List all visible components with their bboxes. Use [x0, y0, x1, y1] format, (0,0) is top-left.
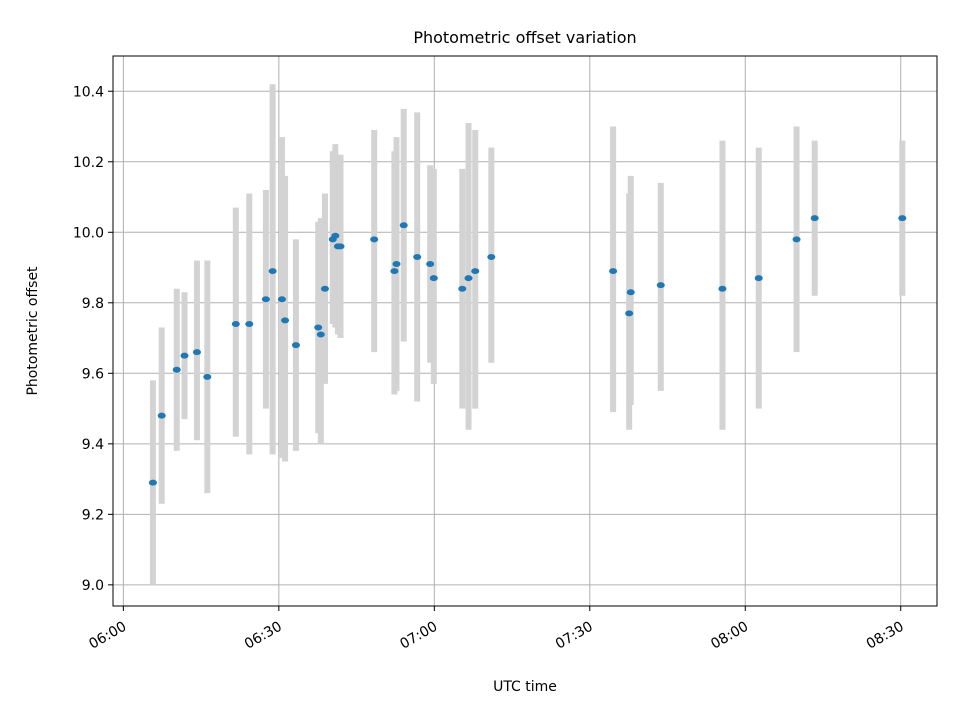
data-point [180, 352, 189, 359]
plot-area-frame [112, 55, 938, 607]
y-tick-label: 10.0 [73, 225, 104, 241]
data-point [626, 289, 635, 296]
data-point [392, 261, 401, 268]
y-tick-label: 9.6 [82, 366, 104, 382]
data-point [458, 285, 467, 292]
data-point [281, 317, 290, 324]
y-tick-label: 9.4 [82, 437, 104, 453]
data-point [336, 243, 345, 250]
data-point [172, 366, 181, 373]
data-points [148, 215, 907, 486]
data-point [792, 236, 801, 243]
y-tick-label: 10.2 [73, 155, 104, 171]
data-point [399, 222, 408, 229]
data-point [316, 331, 325, 338]
data-point [291, 342, 300, 349]
data-point [370, 236, 379, 243]
data-point [898, 215, 907, 222]
data-point [718, 285, 727, 292]
x-axis-label: UTC time [493, 679, 557, 695]
data-point [609, 268, 618, 275]
data-point [390, 268, 399, 275]
data-point [487, 253, 496, 260]
data-point [320, 285, 329, 292]
data-point [426, 261, 435, 268]
data-point [625, 310, 634, 317]
data-point [203, 373, 212, 380]
data-point [754, 275, 763, 282]
data-point [268, 268, 277, 275]
chart-title: Photometric offset variation [413, 28, 636, 47]
data-point [231, 320, 240, 327]
data-point [331, 232, 340, 239]
data-point [192, 349, 201, 356]
data-point [148, 479, 157, 486]
data-point [261, 296, 270, 303]
y-axis-label: Photometric offset [25, 266, 41, 396]
y-tick-label: 9.2 [82, 507, 104, 523]
y-tick-label: 10.4 [73, 84, 104, 100]
data-point [314, 324, 323, 331]
data-point [157, 412, 166, 419]
data-point [656, 282, 665, 289]
y-tick-label: 9.0 [82, 578, 104, 594]
data-point [810, 215, 819, 222]
data-point [464, 275, 473, 282]
data-point [277, 296, 286, 303]
y-axis-ticks: 9.0 9.2 9.4 9.6 9.8 10.0 10.2 10.4 [73, 84, 113, 594]
data-point [429, 275, 438, 282]
data-point [245, 320, 254, 327]
data-point [471, 268, 480, 275]
y-tick-label: 9.8 [82, 296, 104, 312]
data-point [413, 253, 422, 260]
